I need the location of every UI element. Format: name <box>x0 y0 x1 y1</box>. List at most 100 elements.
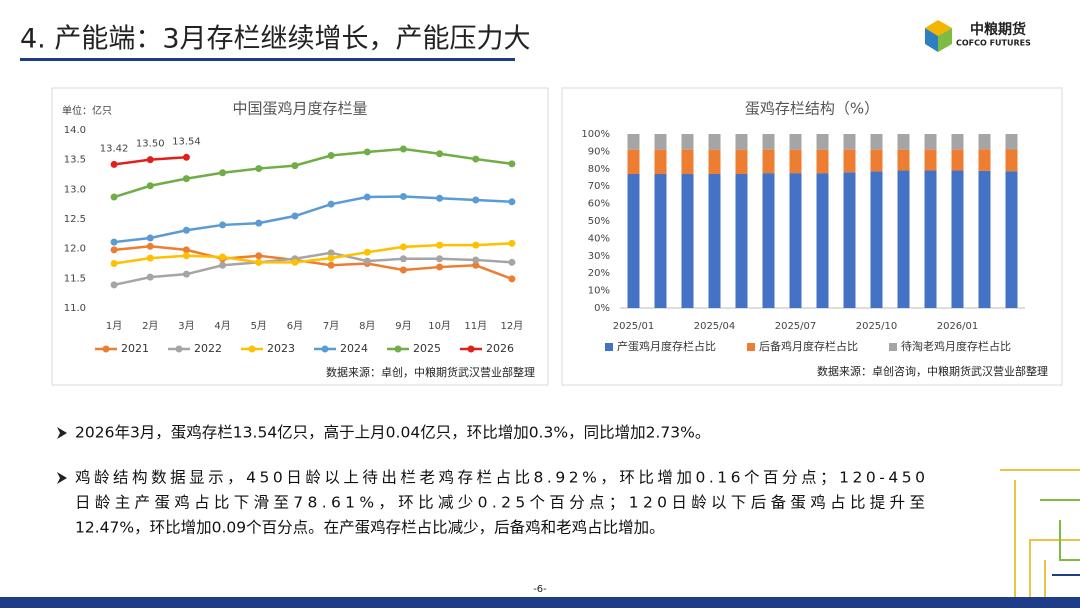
legend-label: 2021 <box>121 342 149 355</box>
source-note: 数据来源：卓创咨询，中粮期货武汉营业部整理 <box>817 364 1048 378</box>
legend-swatch <box>467 345 475 353</box>
y-tick-label: 12.5 <box>64 214 86 225</box>
bar-segment <box>735 134 748 150</box>
x-tick-label: 2025/07 <box>775 321 817 332</box>
point <box>472 241 480 249</box>
legend-label: 2025 <box>413 342 441 355</box>
bar-segment <box>816 134 829 150</box>
bar-segment <box>816 173 829 308</box>
legend-swatch <box>248 345 256 353</box>
bar-segment <box>897 170 910 308</box>
bar-segment <box>924 149 937 171</box>
logo-name: 中粮期货 <box>970 21 1026 38</box>
point <box>399 145 407 153</box>
point <box>110 238 118 246</box>
point <box>363 248 371 256</box>
line <box>113 245 513 281</box>
point <box>327 249 335 257</box>
legend-label: 2023 <box>267 342 295 355</box>
y-tick-label: 50% <box>588 216 610 227</box>
bullet-text: 12.47%，环比增加0.09个百分点。在产蛋鸡存栏占比减少，后备鸡和老鸡占比增… <box>75 519 665 537</box>
point <box>146 156 154 164</box>
bar-segment <box>924 134 937 150</box>
page-number: -6- <box>533 584 547 595</box>
bar-segment <box>1005 171 1018 308</box>
point <box>327 200 335 208</box>
bar-segment <box>681 134 694 150</box>
x-tick-label: 12月 <box>501 320 524 332</box>
legend-swatch <box>747 343 755 351</box>
bar-segment <box>627 134 640 150</box>
bar-segment <box>654 134 667 150</box>
point <box>182 175 190 183</box>
bar-segment <box>708 149 721 175</box>
bar-segment <box>978 149 991 171</box>
bar-segment <box>843 149 856 173</box>
x-tick-label: 2月 <box>142 320 158 332</box>
x-tick-label: 2026/01 <box>937 321 979 332</box>
y-tick-label: 70% <box>588 181 610 192</box>
bar-segment <box>951 134 964 150</box>
legend-swatch <box>102 345 110 353</box>
x-tick-label: 1月 <box>106 320 122 332</box>
chart-title: 中国蛋鸡月度存栏量 <box>232 100 367 118</box>
bar-segment <box>870 171 883 308</box>
line <box>113 195 512 244</box>
x-tick-label: 9月 <box>395 320 411 332</box>
point <box>327 152 335 160</box>
legend-label: 待淘老鸡月度存栏占比 <box>901 339 1011 353</box>
legend-swatch <box>889 343 897 351</box>
y-tick-label: 20% <box>588 268 610 279</box>
decoration <box>1000 469 1080 601</box>
line <box>113 242 512 265</box>
point <box>327 254 335 262</box>
bar-segment <box>978 134 991 150</box>
x-tick-label: 10月 <box>428 320 451 332</box>
point <box>219 169 227 177</box>
bullet-text: 鸡龄结构数据显示，450日龄以上待出栏老鸡存栏占比8.92%，环比增加0.16个… <box>75 469 925 487</box>
data-label: 13.54 <box>172 136 201 147</box>
point <box>182 252 190 260</box>
chart-frame <box>561 87 1063 386</box>
bar-segment <box>762 149 775 174</box>
x-tick-label: 2025/01 <box>613 321 655 332</box>
point <box>182 226 190 234</box>
y-tick-label: 11.5 <box>64 273 86 284</box>
bar-segment <box>1005 134 1018 150</box>
bar-segment <box>762 173 775 308</box>
point <box>146 234 154 242</box>
decoration <box>1040 499 1080 561</box>
point <box>508 258 516 266</box>
legend-swatch <box>605 343 613 351</box>
bar-segment <box>789 149 802 174</box>
point <box>472 155 480 163</box>
chart-frame <box>51 87 549 386</box>
bar-segment <box>735 174 748 308</box>
point <box>255 165 263 173</box>
point <box>219 221 227 229</box>
x-tick-label: 4月 <box>214 320 230 332</box>
y-tick-label: 0% <box>594 303 610 314</box>
bar-segment <box>627 174 640 308</box>
bar-segment <box>924 170 937 308</box>
legend-label: 2022 <box>194 342 222 355</box>
x-tick-label: 2025/04 <box>694 321 736 332</box>
point <box>472 256 480 264</box>
x-tick-label: 5月 <box>251 320 267 332</box>
point <box>291 162 299 170</box>
y-tick-label: 10% <box>588 286 610 297</box>
title-underline <box>20 58 515 61</box>
logo-en: COFCO FUTURES <box>956 39 1031 48</box>
bullet-text: 2026年3月，蛋鸡存栏13.54亿只，高于上月0.04亿只，环比增加0.3%，… <box>75 424 710 442</box>
point <box>436 255 444 263</box>
point <box>255 252 263 260</box>
point <box>399 266 407 274</box>
y-tick-label: 40% <box>588 233 610 244</box>
bar-segment <box>897 134 910 150</box>
data-label: 13.42 <box>100 143 129 154</box>
point <box>182 246 190 254</box>
legend-label: 2024 <box>340 342 368 355</box>
point <box>291 258 299 266</box>
bar-segment <box>708 174 721 308</box>
bar-segment <box>951 149 964 171</box>
